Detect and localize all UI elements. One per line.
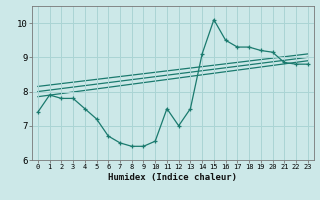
X-axis label: Humidex (Indice chaleur): Humidex (Indice chaleur) — [108, 173, 237, 182]
